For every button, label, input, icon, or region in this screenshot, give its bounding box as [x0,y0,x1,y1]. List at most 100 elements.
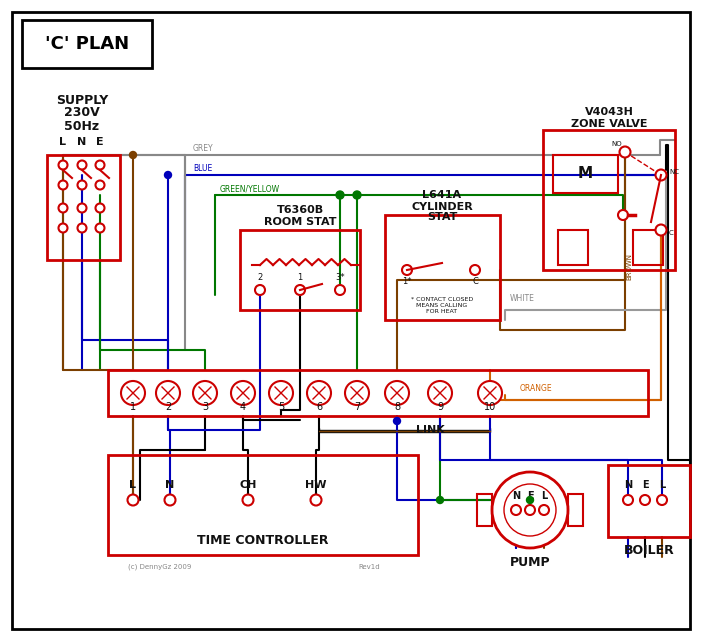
Text: 4: 4 [240,402,246,412]
Text: M: M [578,167,592,181]
Circle shape [95,181,105,190]
Bar [553,155,618,193]
Circle shape [77,203,86,213]
Text: V4043H: V4043H [585,107,633,117]
Bar [568,494,583,526]
Circle shape [58,181,67,190]
Circle shape [95,203,105,213]
Text: 6: 6 [316,402,322,412]
Circle shape [345,381,369,405]
Circle shape [164,172,171,178]
Circle shape [58,160,67,169]
Text: GREEN/YELLOW: GREEN/YELLOW [220,184,280,193]
Circle shape [656,224,666,235]
Circle shape [77,224,86,233]
Bar [558,230,588,265]
Text: C: C [472,278,478,287]
Circle shape [402,265,412,275]
Circle shape [539,505,549,515]
Text: SUPPLY: SUPPLY [56,94,108,106]
Text: PUMP: PUMP [510,556,550,569]
Circle shape [255,285,265,295]
Circle shape [526,497,534,503]
Circle shape [310,494,322,506]
Circle shape [492,472,568,548]
Text: E: E [642,480,649,490]
Circle shape [193,381,217,405]
Circle shape [128,494,138,506]
Text: 1: 1 [298,274,303,283]
Bar [240,230,360,310]
Text: T6360B: T6360B [277,205,324,215]
Text: 1: 1 [130,402,136,412]
Text: 'C' PLAN: 'C' PLAN [45,35,129,53]
Text: 2: 2 [165,402,171,412]
Text: TIME CONTROLLER: TIME CONTROLLER [197,533,329,547]
Circle shape [231,381,255,405]
Text: 9: 9 [437,402,443,412]
Text: L: L [60,137,67,147]
Circle shape [353,191,361,199]
Circle shape [428,381,452,405]
Text: BOILER: BOILER [623,544,675,558]
Text: E: E [96,137,104,147]
Circle shape [77,160,86,169]
Circle shape [242,494,253,506]
Text: 2: 2 [258,274,263,283]
Text: 5: 5 [278,402,284,412]
Circle shape [336,191,344,199]
Text: E: E [526,491,534,501]
Circle shape [640,495,650,505]
Text: BLUE: BLUE [193,164,212,173]
Circle shape [307,381,331,405]
Bar [47,155,120,260]
Circle shape [619,147,630,158]
Text: ROOM STAT: ROOM STAT [264,217,336,227]
Bar [22,20,152,68]
Text: * CONTACT CLOSED
MEANS CALLING
FOR HEAT: * CONTACT CLOSED MEANS CALLING FOR HEAT [411,297,473,313]
Circle shape [95,224,105,233]
Circle shape [504,484,556,536]
Text: GREY: GREY [193,144,213,153]
Text: N: N [624,480,632,490]
Circle shape [269,381,293,405]
Text: HW: HW [305,480,326,490]
Circle shape [478,381,502,405]
Circle shape [77,181,86,190]
Text: 230V: 230V [64,106,100,119]
Circle shape [618,210,628,220]
Circle shape [511,505,521,515]
Bar [477,494,492,526]
Text: (c) DennyGz 2009: (c) DennyGz 2009 [128,563,192,570]
Circle shape [95,160,105,169]
Bar [543,130,675,270]
Text: BROWN: BROWN [626,253,632,280]
Text: CYLINDER: CYLINDER [411,202,473,212]
Text: N: N [512,491,520,501]
Text: WHITE: WHITE [510,294,535,303]
Text: 3*: 3* [335,274,345,283]
Circle shape [121,381,145,405]
Circle shape [525,505,535,515]
Circle shape [58,224,67,233]
Text: 50Hz: 50Hz [65,119,100,133]
Text: 1*: 1* [402,278,412,287]
Bar [633,230,663,265]
Bar [385,215,500,320]
Bar [108,370,648,416]
Text: NO: NO [611,141,622,147]
Circle shape [623,495,633,505]
Text: C: C [669,230,674,236]
Bar [608,465,690,537]
Circle shape [164,494,176,506]
Circle shape [335,285,345,295]
Text: ORANGE: ORANGE [520,384,552,393]
Text: N: N [77,137,86,147]
Text: ZONE VALVE: ZONE VALVE [571,119,647,129]
Circle shape [657,495,667,505]
Circle shape [385,381,409,405]
Text: L: L [541,491,547,501]
Circle shape [437,497,444,503]
Circle shape [295,285,305,295]
Circle shape [656,169,666,181]
